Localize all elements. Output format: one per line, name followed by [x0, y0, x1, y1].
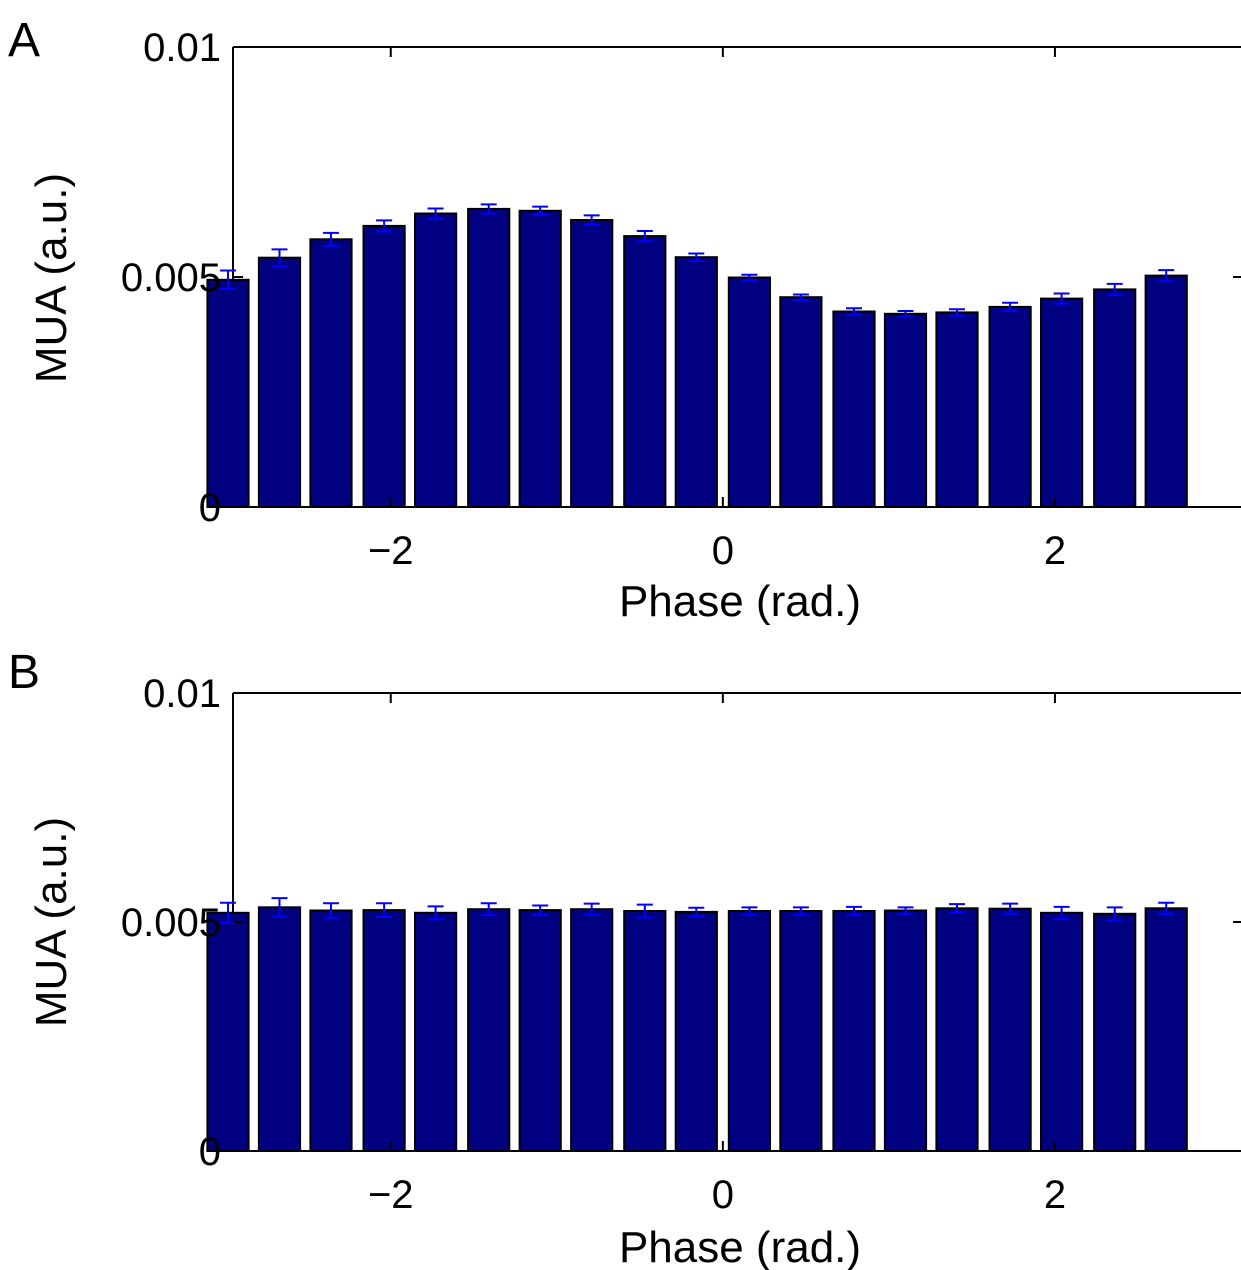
x-tick-label-b-2: 2 [1044, 1173, 1066, 1217]
panel-letter-b: B [8, 646, 40, 699]
x-tick-label-b-0: −2 [368, 1173, 414, 1217]
error-bar-b-8 [636, 903, 653, 919]
x-tick-label-b-1: 0 [712, 1173, 734, 1217]
error-bar-a-11 [792, 293, 809, 301]
error-bar-a-5 [480, 203, 497, 215]
bar-a-17 [1093, 288, 1137, 508]
error-bar-b-7 [583, 902, 600, 916]
bar-b-17 [1093, 912, 1137, 1152]
plot-area-b: −2 0 2 0 0.005 0.01 [121, 672, 1241, 1217]
error-bar-a-15 [1002, 301, 1019, 313]
bar-b-3 [362, 909, 406, 1152]
bar-a-18 [1144, 274, 1188, 508]
bar-a-11 [779, 296, 823, 509]
bar-b-13 [883, 909, 928, 1152]
error-bar-b-1 [271, 897, 288, 918]
bar-b-0 [206, 911, 250, 1152]
error-bar-a-10 [741, 273, 758, 282]
error-bar-a-0 [220, 269, 237, 290]
bar-b-5 [467, 908, 511, 1153]
bar-b-9 [674, 910, 718, 1153]
error-bar-b-10 [741, 906, 758, 916]
plot-area-a: −2 0 2 0 0.005 0.01 [121, 26, 1241, 573]
error-bar-a-9 [688, 252, 705, 262]
x-axis-label-a: Phase (rad.) [619, 577, 861, 626]
bar-a-5 [467, 207, 511, 508]
y-tick-label-a-2: 0.01 [143, 26, 221, 70]
error-bar-a-6 [532, 205, 549, 216]
bar-b-16 [1040, 911, 1084, 1152]
bar-b-7 [570, 908, 614, 1153]
error-bar-b-15 [1002, 902, 1019, 915]
error-bar-b-4 [427, 905, 444, 921]
bar-b-15 [988, 907, 1032, 1153]
error-bar-a-14 [948, 308, 965, 317]
error-bar-a-1 [271, 248, 288, 267]
bar-a-4 [414, 212, 458, 508]
bar-b-8 [623, 910, 667, 1152]
y-tick-label-b-2: 0.01 [143, 672, 221, 716]
bar-b-11 [779, 910, 823, 1152]
bar-a-6 [518, 209, 562, 509]
bar-a-16 [1040, 297, 1084, 508]
error-bar-b-6 [532, 904, 549, 916]
panel-b: B −2 0 2 0 0.005 0.01 Phase (rad.) MUA (a.u.) [8, 646, 1241, 1270]
error-bar-a-4 [427, 207, 444, 220]
error-bar-b-13 [897, 906, 914, 915]
bar-b-4 [414, 911, 458, 1152]
bar-a-14 [935, 311, 979, 508]
error-bar-b-11 [792, 906, 809, 916]
y-tick-label-b-1: 0.005 [121, 901, 221, 945]
y-tick-label-a-0: 0 [199, 486, 221, 530]
bar-b-1 [257, 906, 302, 1152]
error-bar-b-14 [948, 903, 965, 914]
error-bar-a-3 [376, 219, 393, 233]
bar-a-9 [674, 256, 718, 509]
error-bar-a-2 [322, 231, 339, 247]
error-bar-b-16 [1053, 905, 1070, 920]
error-bar-b-9 [688, 906, 705, 918]
x-tick-label-a-0: −2 [368, 529, 414, 573]
error-bar-a-17 [1106, 282, 1123, 296]
bar-b-18 [1144, 907, 1188, 1152]
bar-b-6 [518, 909, 562, 1152]
bar-b-12 [832, 910, 876, 1152]
error-bar-b-17 [1106, 906, 1123, 922]
error-bar-b-3 [376, 902, 393, 918]
error-bar-b-5 [480, 902, 497, 917]
error-bar-a-18 [1158, 269, 1175, 283]
bar-b-14 [935, 907, 979, 1152]
panel-a: A −2 0 2 0 0.005 0.01 Phase (rad.) MUA (a.u.) [8, 14, 1241, 626]
panel-letter-a: A [8, 14, 40, 67]
bar-a-7 [570, 219, 614, 508]
bar-b-2 [309, 909, 353, 1152]
y-tick-label-a-1: 0.005 [121, 256, 221, 300]
error-bar-a-7 [583, 214, 600, 226]
error-bar-b-18 [1158, 901, 1175, 915]
bar-a-0 [206, 278, 250, 508]
bar-a-1 [257, 256, 302, 509]
y-axis-label-b: MUA (a.u.) [27, 817, 76, 1027]
bar-a-12 [832, 310, 876, 508]
x-axis-label-b: Phase (rad.) [619, 1223, 861, 1270]
bar-b-10 [727, 910, 771, 1152]
error-bar-a-16 [1053, 292, 1070, 305]
error-bar-a-12 [846, 307, 863, 316]
error-bar-a-8 [636, 230, 653, 243]
bar-a-10 [727, 276, 771, 508]
bar-a-15 [988, 305, 1032, 508]
y-tick-label-b-0: 0 [199, 1130, 221, 1174]
y-axis-label-a: MUA (a.u.) [27, 173, 76, 383]
bar-a-3 [362, 224, 406, 508]
bar-a-2 [309, 238, 353, 509]
x-tick-label-a-2: 2 [1044, 529, 1066, 573]
error-bar-b-12 [846, 905, 863, 917]
bar-a-13 [883, 312, 928, 508]
bar-a-8 [623, 235, 667, 508]
error-bar-b-2 [322, 902, 339, 919]
error-bar-a-13 [897, 310, 914, 318]
x-tick-label-a-1: 0 [712, 529, 734, 573]
